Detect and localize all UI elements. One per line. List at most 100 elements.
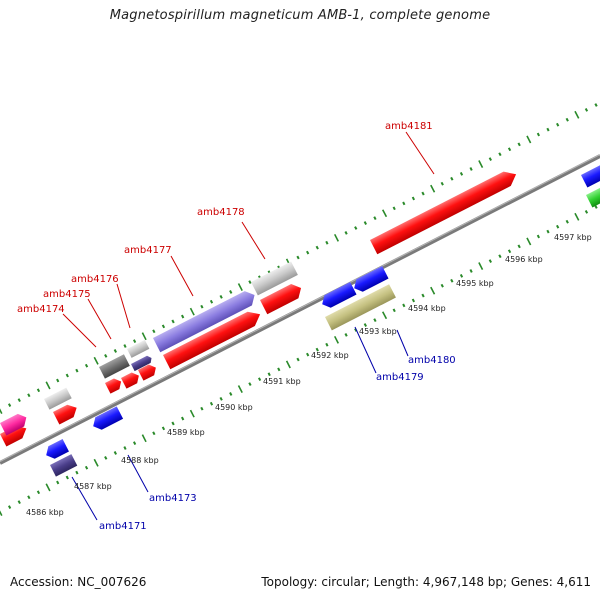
gene-feature[interactable] xyxy=(53,402,80,425)
minor-tick xyxy=(450,278,454,283)
forward-gene-callouts xyxy=(62,131,435,348)
scale-label: 4586 kbp xyxy=(26,508,64,517)
gene-feature[interactable] xyxy=(351,266,389,294)
major-tick xyxy=(430,286,436,295)
minor-tick xyxy=(594,103,598,107)
gene-label-amb4180[interactable]: amb4180 xyxy=(408,355,456,366)
minor-tick xyxy=(113,349,117,353)
minor-tick xyxy=(498,152,502,157)
topology-text: Topology: circular; Length: 4,967,148 bp… xyxy=(261,575,591,589)
minor-tick xyxy=(517,244,521,249)
scale-label: 4587 kbp xyxy=(74,482,112,491)
scale-label: 4591 kbp xyxy=(263,377,301,386)
minor-tick xyxy=(200,304,204,309)
gene-feature[interactable] xyxy=(131,354,153,372)
minor-tick xyxy=(152,329,156,334)
minor-tick xyxy=(123,446,127,450)
minor-tick xyxy=(104,354,108,358)
gene-feature[interactable] xyxy=(251,261,298,296)
minor-tick xyxy=(536,234,540,239)
gene-label-amb4181[interactable]: amb4181 xyxy=(385,121,433,132)
gene-label-amb4176[interactable]: amb4176 xyxy=(71,274,119,285)
gene-feature[interactable] xyxy=(138,362,159,381)
minor-tick xyxy=(219,396,223,401)
minor-tick xyxy=(546,127,550,132)
gene-feature[interactable] xyxy=(50,454,78,477)
major-tick xyxy=(478,262,484,270)
major-tick xyxy=(141,332,147,341)
scale-label: 4597 kbp xyxy=(554,233,592,242)
minor-tick xyxy=(536,132,540,137)
minor-tick xyxy=(565,219,569,224)
scale-label: 4595 kbp xyxy=(456,279,494,288)
gene-label-amb4173[interactable]: amb4173 xyxy=(149,493,197,504)
minor-tick xyxy=(373,318,377,323)
minor-tick xyxy=(200,406,204,411)
minor-tick xyxy=(315,347,319,352)
gene-label-amb4174[interactable]: amb4174 xyxy=(17,304,65,315)
minor-tick xyxy=(421,293,425,298)
gene-label-amb4175[interactable]: amb4175 xyxy=(43,289,91,300)
gene-feature[interactable] xyxy=(260,281,305,315)
minor-tick xyxy=(181,314,185,319)
minor-tick xyxy=(296,255,300,260)
minor-tick xyxy=(402,303,406,308)
gene-feature[interactable] xyxy=(586,185,600,208)
gene-feature[interactable] xyxy=(0,411,30,436)
minor-tick xyxy=(8,403,12,407)
major-tick xyxy=(526,237,532,246)
minor-tick xyxy=(65,373,69,378)
scale-label: 4590 kbp xyxy=(215,403,253,412)
gene-feature[interactable] xyxy=(370,167,520,255)
gene-label-amb4179[interactable]: amb4179 xyxy=(376,372,424,383)
gene-label-amb4178[interactable]: amb4178 xyxy=(197,207,245,218)
gene-label-amb4177[interactable]: amb4177 xyxy=(124,245,172,256)
forward-strand-tick-track xyxy=(0,103,598,414)
genome-backbone xyxy=(0,154,600,465)
minor-tick xyxy=(75,368,79,373)
minor-tick xyxy=(363,221,367,225)
minor-tick xyxy=(277,367,281,372)
minor-tick xyxy=(181,416,185,421)
minor-tick xyxy=(344,333,348,337)
gene-feature[interactable] xyxy=(99,354,130,379)
gene-feature[interactable] xyxy=(319,282,357,310)
gene-feature[interactable] xyxy=(126,339,150,358)
minor-tick xyxy=(469,269,473,273)
minor-tick xyxy=(65,475,69,480)
gene-label-amb4171[interactable]: amb4171 xyxy=(99,521,147,532)
gene-feature[interactable] xyxy=(163,307,264,370)
gene-feature[interactable] xyxy=(153,288,258,353)
gene-feature[interactable] xyxy=(43,438,69,461)
minor-tick xyxy=(411,196,416,201)
minor-tick xyxy=(248,280,252,284)
minor-tick xyxy=(344,231,348,235)
minor-tick xyxy=(229,290,233,294)
scale-label: 4594 kbp xyxy=(408,304,446,313)
minor-tick xyxy=(36,490,41,495)
minor-tick xyxy=(132,339,137,344)
minor-tick xyxy=(594,205,598,209)
scale-label: 4592 kbp xyxy=(311,351,349,360)
gene-feature[interactable] xyxy=(44,387,72,410)
minor-tick xyxy=(84,465,89,470)
minor-tick xyxy=(56,378,60,383)
gene-feature[interactable] xyxy=(121,370,142,389)
gene-feature[interactable] xyxy=(90,406,124,432)
minor-tick xyxy=(219,294,223,299)
minor-tick xyxy=(84,363,89,368)
gene-feature[interactable] xyxy=(325,284,396,331)
major-tick xyxy=(574,212,580,221)
minor-tick xyxy=(104,456,108,460)
minor-tick xyxy=(469,167,473,171)
gene-feature[interactable] xyxy=(581,164,600,188)
forward-genes xyxy=(0,164,600,447)
forward-gene-labels: amb4174 amb4175 amb4176 amb4177 amb4178 … xyxy=(17,121,433,315)
gene-feature[interactable] xyxy=(105,376,124,394)
minor-tick xyxy=(402,201,406,206)
minor-tick xyxy=(498,254,502,259)
minor-tick xyxy=(584,108,589,112)
minor-tick xyxy=(306,250,310,255)
minor-tick xyxy=(152,431,156,436)
